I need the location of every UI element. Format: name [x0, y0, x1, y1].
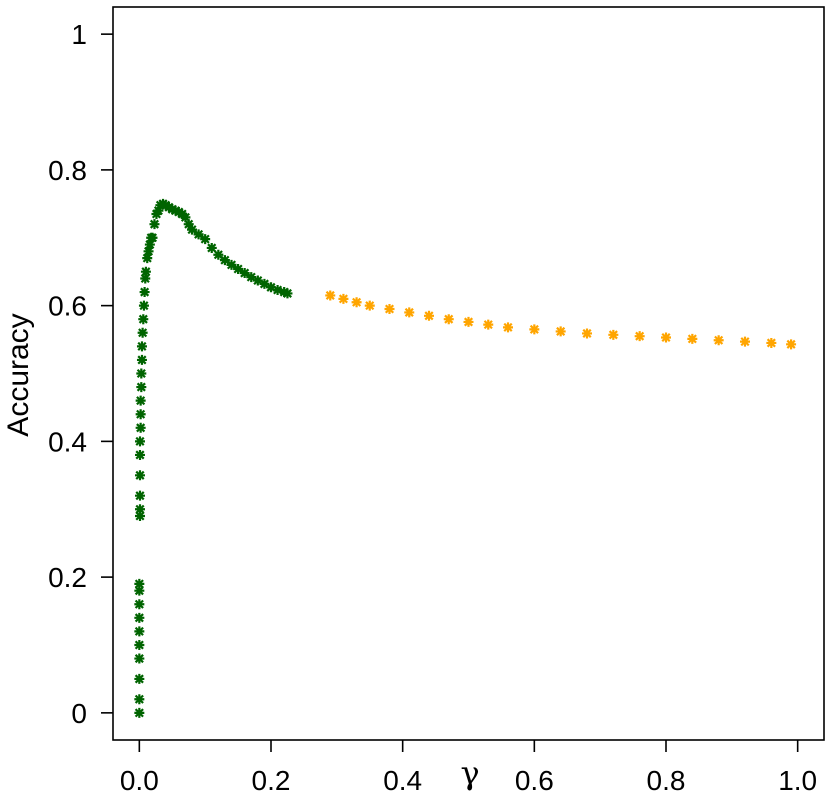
x-tick-label: 0.0	[120, 765, 159, 796]
data-point	[149, 219, 160, 230]
data-points	[134, 198, 797, 718]
data-point	[134, 653, 145, 664]
data-point	[206, 242, 217, 253]
data-point	[582, 328, 592, 339]
data-point	[272, 285, 283, 296]
data-point	[140, 266, 151, 277]
x-tick-label: 0.4	[383, 765, 422, 796]
plot-frame	[112, 6, 825, 741]
data-point	[170, 205, 181, 216]
data-point	[661, 332, 671, 343]
x-tick-label: 0.6	[515, 765, 554, 796]
data-point	[555, 326, 566, 337]
x-tick-label: 0.8	[647, 765, 686, 796]
data-point	[279, 287, 290, 298]
data-point	[187, 224, 197, 235]
data-point	[483, 319, 494, 330]
data-point	[404, 307, 415, 318]
data-point	[338, 293, 349, 304]
data-point	[135, 422, 146, 433]
data-point	[138, 300, 149, 311]
data-point	[167, 204, 178, 215]
y-tick-label: 0.2	[48, 562, 87, 593]
data-point	[134, 470, 145, 481]
data-point	[325, 290, 336, 301]
x-axis-title: γ	[460, 754, 479, 792]
data-point	[282, 288, 293, 299]
data-point	[134, 612, 145, 623]
data-point	[134, 511, 145, 522]
data-point	[144, 239, 155, 250]
data-point	[136, 382, 147, 393]
data-point	[137, 327, 148, 338]
data-point	[153, 205, 164, 216]
data-point	[503, 322, 513, 333]
y-tick-label: 1	[71, 19, 87, 50]
data-point	[766, 337, 777, 348]
data-point	[136, 368, 147, 379]
data-point	[252, 275, 263, 286]
data-point	[134, 673, 145, 684]
data-point	[213, 249, 224, 260]
y-tick-label: 0.4	[48, 426, 87, 457]
data-point	[246, 272, 257, 283]
data-point	[233, 263, 244, 274]
data-point	[259, 278, 270, 289]
data-point	[180, 212, 191, 223]
y-tick-label: 0.6	[48, 291, 87, 322]
x-axis: 0.0 0.2 0.4 0.6 0.8 1.0	[120, 740, 817, 796]
data-point	[740, 336, 750, 347]
data-point	[134, 694, 145, 705]
data-point	[147, 232, 158, 243]
data-point	[134, 639, 145, 650]
data-point	[138, 314, 149, 325]
data-point	[136, 354, 147, 365]
data-point	[134, 449, 145, 460]
data-point	[183, 219, 194, 230]
data-point	[384, 304, 395, 315]
data-point	[529, 324, 540, 335]
data-point	[786, 339, 797, 350]
x-tick-label: 0.2	[252, 765, 291, 796]
data-point	[226, 259, 237, 270]
series-1-points	[134, 198, 293, 718]
data-point	[713, 335, 724, 346]
y-axis-title: Accuracy	[2, 313, 35, 436]
y-axis: 0 0.2 0.4 0.6 0.8 1	[48, 19, 113, 729]
data-point	[143, 246, 154, 257]
data-point	[193, 229, 204, 240]
data-point	[424, 310, 434, 321]
data-point	[239, 268, 250, 279]
y-tick-label: 0.8	[48, 155, 87, 186]
data-point	[134, 585, 145, 596]
x-tick-label: 1.0	[778, 765, 817, 796]
data-point	[139, 287, 150, 298]
data-point	[219, 255, 230, 266]
data-point	[608, 329, 619, 340]
data-point	[266, 282, 276, 293]
data-point	[134, 490, 145, 501]
data-point	[135, 395, 146, 406]
data-point	[463, 316, 474, 327]
data-point	[134, 504, 145, 515]
data-point	[134, 707, 145, 718]
data-point	[134, 436, 145, 447]
data-point	[140, 273, 151, 284]
data-point	[364, 300, 375, 311]
data-point	[634, 331, 645, 342]
data-point	[136, 341, 147, 352]
data-point	[443, 314, 454, 325]
data-point	[142, 253, 153, 264]
data-point	[134, 599, 145, 610]
y-tick-label: 0	[71, 698, 87, 729]
data-point	[200, 234, 211, 245]
series-2-points	[325, 290, 797, 350]
data-point	[134, 626, 145, 637]
data-point	[351, 297, 362, 308]
data-point	[135, 409, 146, 420]
data-point	[134, 578, 145, 589]
data-point	[687, 333, 698, 344]
